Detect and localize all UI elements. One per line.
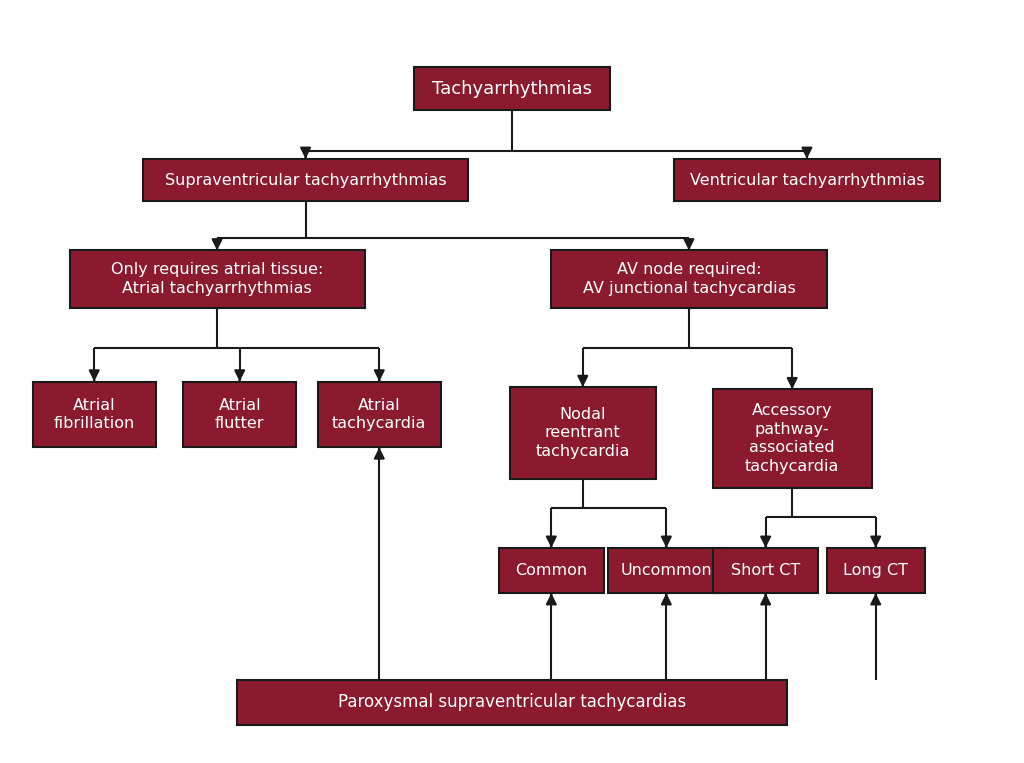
FancyBboxPatch shape: [414, 66, 610, 111]
Text: Common: Common: [515, 563, 588, 578]
FancyBboxPatch shape: [143, 159, 468, 201]
FancyBboxPatch shape: [510, 387, 655, 478]
FancyBboxPatch shape: [33, 382, 156, 447]
FancyBboxPatch shape: [237, 680, 787, 725]
FancyBboxPatch shape: [826, 548, 925, 593]
Text: Long CT: Long CT: [843, 563, 908, 578]
Text: Uncommon: Uncommon: [621, 563, 712, 578]
Text: Only requires atrial tissue:
Atrial tachyarrhythmias: Only requires atrial tissue: Atrial tach…: [111, 262, 324, 296]
FancyBboxPatch shape: [551, 250, 826, 307]
FancyBboxPatch shape: [183, 382, 296, 447]
Text: Tachyarrhythmias: Tachyarrhythmias: [432, 79, 592, 98]
FancyBboxPatch shape: [713, 548, 818, 593]
Text: Atrial
fibrillation: Atrial fibrillation: [53, 398, 135, 431]
Text: Paroxysmal supraventricular tachycardias: Paroxysmal supraventricular tachycardias: [338, 694, 686, 711]
Text: Accessory
pathway-
associated
tachycardia: Accessory pathway- associated tachycardi…: [745, 403, 840, 474]
FancyBboxPatch shape: [70, 250, 365, 307]
FancyBboxPatch shape: [674, 159, 940, 201]
FancyBboxPatch shape: [608, 548, 724, 593]
Text: Nodal
reentrant
tachycardia: Nodal reentrant tachycardia: [536, 407, 630, 459]
FancyBboxPatch shape: [317, 382, 440, 447]
FancyBboxPatch shape: [713, 389, 871, 488]
Text: Atrial
flutter: Atrial flutter: [215, 398, 264, 431]
Text: Ventricular tachyarrhythmias: Ventricular tachyarrhythmias: [689, 172, 925, 188]
Text: AV node required:
AV junctional tachycardias: AV node required: AV junctional tachycar…: [583, 262, 796, 296]
FancyBboxPatch shape: [499, 548, 604, 593]
Text: Atrial
tachycardia: Atrial tachycardia: [332, 398, 426, 431]
Text: Supraventricular tachyarrhythmias: Supraventricular tachyarrhythmias: [165, 172, 446, 188]
Text: Short CT: Short CT: [731, 563, 800, 578]
